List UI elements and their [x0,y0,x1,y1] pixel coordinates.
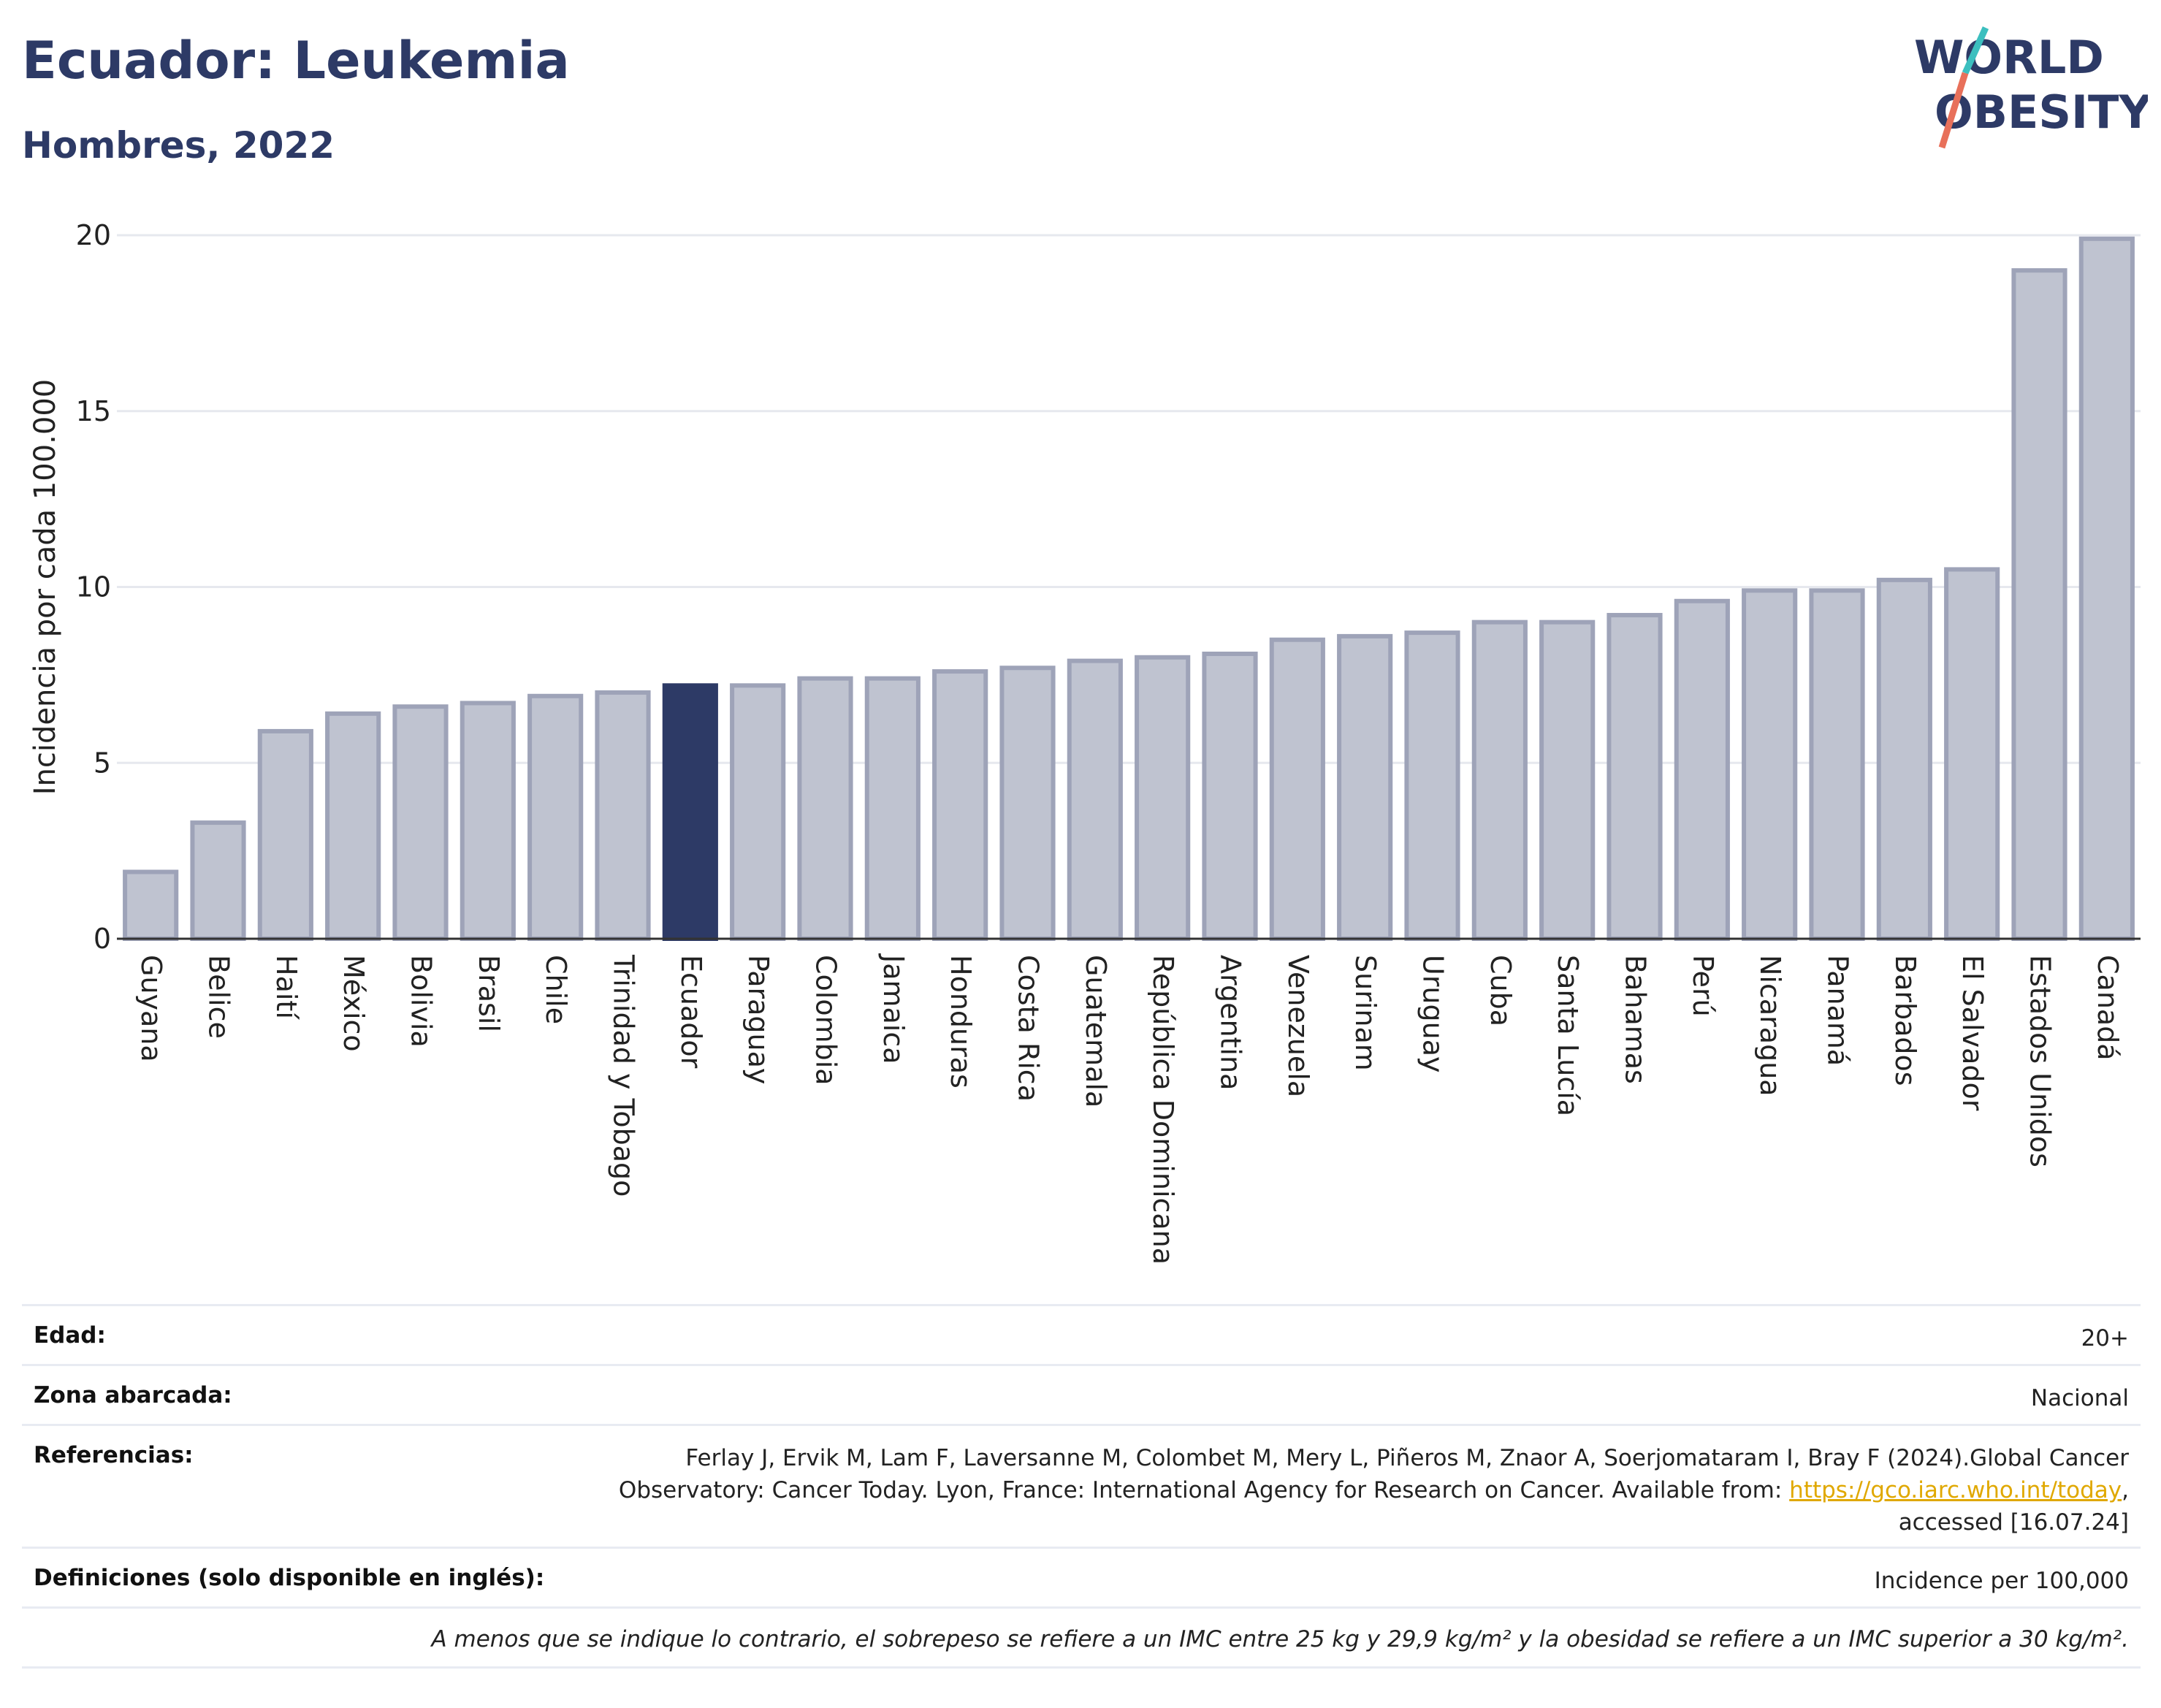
bar-ecuador [662,683,718,941]
y-axis-label: Incidencia por cada 100.000 [28,379,62,796]
bar-honduras [932,669,988,941]
page-subtitle: Hombres, 2022 [22,124,335,167]
info-row-note: A menos que se indique lo contrario, el … [22,1606,2141,1667]
bar-república-dominicana [1135,655,1191,941]
references-link[interactable]: https://gco.iarc.who.int/today [1789,1477,2122,1503]
page-title: Ecuador: Leukemia [22,31,570,91]
overweight-note: A menos que se indique lo contrario, el … [431,1626,2129,1652]
x-tick-label: México [338,955,370,1052]
bar-surinam [1337,633,1393,941]
y-tick-label: 5 [94,747,111,779]
info-bottom-divider [22,1666,2141,1669]
age-value: 20+ [2081,1325,2129,1351]
bar-canadá [2078,236,2135,941]
references-line-2: Observatory: Cancer Today. Lyon, France:… [618,1477,2129,1503]
references-line-1: Ferlay J, Ervik M, Lam F, Laversanne M, … [685,1445,2129,1471]
x-tick-label: Jamaica [877,953,910,1064]
x-tick-label: Venezuela [1282,955,1314,1097]
x-tick-label: Trinidad y Tobago [608,954,640,1197]
x-tick-label: Brasil [473,955,505,1032]
info-row-references: Referencias: Ferlay J, Ervik M, Lam F, L… [22,1424,2141,1547]
definitions-label: Definiciones (solo disponible en inglés)… [34,1565,545,1591]
x-tick-label: Bahamas [1620,955,1652,1084]
bar-guatemala [1067,658,1123,941]
bar-bahamas [1607,613,1663,942]
bar-uruguay [1404,630,1460,941]
x-tick-label: Barbados [1889,955,1921,1086]
bar-el-salvador [1944,567,2000,941]
x-tick-label: Bolivia [405,955,438,1048]
zone-label: Zona abarcada: [34,1382,232,1408]
bar-costa-rica [999,666,1056,941]
bar-cuba [1471,619,1528,942]
bar-haití [257,728,313,941]
x-tick-label: Guyana [135,955,167,1062]
bar-paraguay [730,683,786,941]
bar-barbados [1876,577,1932,941]
bar-argentina [1202,651,1258,941]
bar-colombia [797,676,853,941]
x-tick-label: Chile [540,955,572,1024]
y-tick-label: 10 [76,571,111,603]
x-tick-label: Nicaragua [1754,955,1786,1097]
bar-santa-lucía [1539,619,1596,942]
logo-slash-teal [1962,26,1989,75]
x-tick-label: Canadá [2092,955,2124,1061]
y-tick-label: 15 [76,395,111,427]
bar-nicaragua [1742,588,1798,941]
x-tick-label: Estados Unidos [2024,955,2057,1167]
bar-guyana [123,869,179,942]
bar-chart: 0 5 10 15 20 Incidencia por cada 100.000 Guyan… [28,219,2141,1265]
x-tick-label: Costa Rica [1013,955,1045,1102]
zone-value: Nacional [2030,1385,2129,1411]
y-tick-label: 20 [76,219,111,251]
x-tick-label: Surinam [1349,955,1381,1071]
info-row-age: Edad: 20+ [22,1304,2141,1365]
bar-méxico [325,711,381,942]
x-tick-label: Santa Lucía [1552,955,1584,1116]
info-row-definitions: Definiciones (solo disponible en inglés)… [22,1547,2141,1607]
references-label: Referencias: [34,1442,194,1468]
bar-chile [527,693,584,941]
y-tick-label: 0 [94,923,111,955]
info-row-zone: Zona abarcada: Nacional [22,1364,2141,1425]
references-line-3: accessed [16.07.24] [1898,1509,2129,1536]
bar-venezuela [1269,637,1325,941]
bar-jamaica [864,676,921,941]
references-value: Ferlay J, Ervik M, Lam F, Laversanne M, … [522,1442,2129,1539]
x-tick-label: Guatemala [1080,955,1112,1107]
bar-estados-unidos [2011,268,2067,941]
bar-panamá [1809,588,1865,941]
x-tick-label: República Dominicana [1147,955,1179,1265]
x-tick-label: Perú [1687,955,1719,1017]
bar-trinidad-y-tobago [595,690,651,941]
definitions-value: Incidence per 100,000 [1874,1568,2129,1594]
x-tick-label: Argentina [1215,955,1247,1090]
logo-slash-coral [1938,72,1969,149]
x-tick-label: Cuba [1485,955,1517,1026]
age-label: Edad: [34,1322,106,1349]
x-tick-label: Belice [203,955,235,1039]
x-tick-label: Ecuador [675,955,707,1069]
bar-belice [190,820,246,941]
bar-bolivia [392,704,449,942]
bar-perú [1674,598,1730,941]
logo-word-world: WORLD [1914,31,2104,84]
logo-word-obesity: OBESITY [1935,85,2148,139]
x-tick-label: Haití [270,955,302,1020]
x-tick-label: Honduras [945,955,977,1089]
x-tick-label: Colombia [810,955,842,1086]
world-obesity-logo: WORLD OBESITY [1914,26,2148,149]
x-tick-label: Uruguay [1417,955,1449,1073]
x-tick-label: El Salvador [1956,955,1989,1111]
x-tick-label: Panamá [1822,955,1854,1066]
x-tick-label: Paraguay [742,955,774,1084]
bar-brasil [460,701,516,942]
